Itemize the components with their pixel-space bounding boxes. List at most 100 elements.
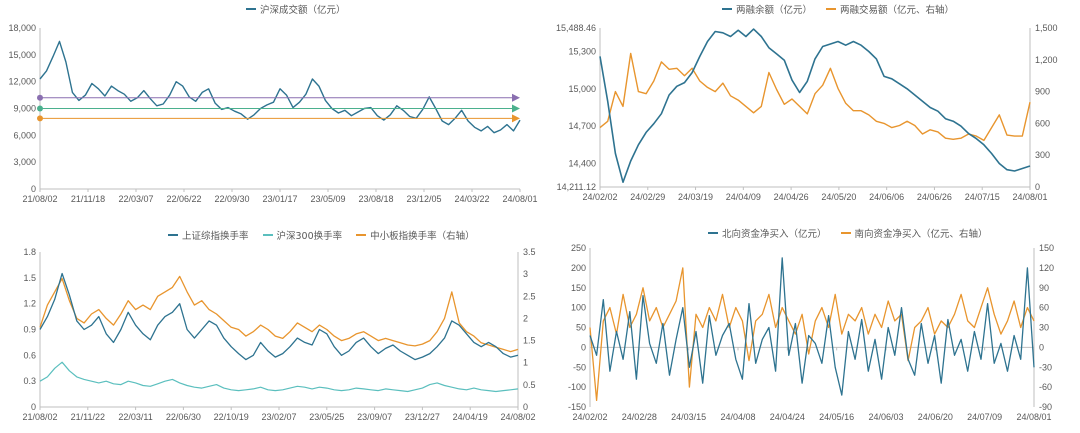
y-tick-label-right: 600 xyxy=(1035,118,1050,128)
x-tick-label: 24/04/24 xyxy=(770,412,805,422)
y-tick-label-left: -100 xyxy=(568,382,586,392)
y-tick-label-left: 14,211.12 xyxy=(557,182,596,192)
legend-item[interactable]: 沪深成交额（亿元） xyxy=(246,2,346,16)
x-tick-label: 23/02/07 xyxy=(261,412,296,422)
x-tick-label: 21/08/02 xyxy=(22,194,57,204)
series-line-sme-rate xyxy=(39,275,519,353)
reference-line-lower-dot xyxy=(37,115,43,122)
x-tick-label: 23/08/18 xyxy=(358,194,393,204)
margin-chart: 15,488.46 15,300 15,000 14,700 14,400 14,211.… xyxy=(556,23,1058,202)
y-tick-label-left: 1.5 xyxy=(23,273,36,283)
y-tick-label-left: 12,000 xyxy=(8,77,36,87)
legend-item[interactable]: 沪深300换手率 xyxy=(262,228,343,242)
x-tick-label: 24/07/09 xyxy=(967,412,1002,422)
x-tick-label: 24/04/09 xyxy=(726,192,761,202)
y-tick-label-left: 9,000 xyxy=(13,104,36,114)
x-tick-label: 24/08/01 xyxy=(1016,412,1051,422)
y-tick-label-right: 0.5 xyxy=(523,380,536,390)
legend-item[interactable]: 北向资金净买入（亿元） xyxy=(708,226,827,240)
x-tick-label: 23/09/07 xyxy=(357,412,392,422)
y-tick-label-right: 0 xyxy=(1035,182,1040,192)
y-tick-label-right: -30 xyxy=(1039,362,1052,372)
y-tick-label-left: 1.2 xyxy=(23,299,36,309)
legend-swatch xyxy=(168,234,178,236)
x-tick-label: 23/12/27 xyxy=(405,412,440,422)
y-tick-label-left: 15,000 xyxy=(8,50,36,60)
margin-chart-panel: 两融余额（亿元） 两融交易额（亿元、右轴） 15,488.46 15,300 15,… xyxy=(540,0,1080,214)
turnover-legend: 沪深成交额（亿元） xyxy=(246,2,346,16)
x-tick-label: 24/06/06 xyxy=(869,192,904,202)
x-tick-label: 23/12/05 xyxy=(406,194,441,204)
legend-label: 北向资金净买入（亿元） xyxy=(722,229,827,240)
turnover-rate-chart: 1.81.51.20.90.60.303.532.521.510.5021/08… xyxy=(22,247,536,422)
y-tick-label-left: 250 xyxy=(571,243,586,253)
legend-label: 沪深成交额（亿元） xyxy=(260,5,346,16)
x-tick-label: 24/02/02 xyxy=(582,192,617,202)
y-tick-label-right: 900 xyxy=(1035,87,1050,97)
y-tick-label-right: 150 xyxy=(1039,243,1054,253)
turnover-chart: 18,000 15,000 12,000 9,000 6,000 3,000 021/08/… xyxy=(8,23,537,204)
margin-legend: 两融余额（亿元） 两融交易额（亿元、右轴） xyxy=(722,2,954,16)
legend-label: 两融交易额（亿元、右轴） xyxy=(840,5,955,16)
x-tick-label: 21/08/02 xyxy=(22,412,57,422)
legend-item[interactable]: 上证综指换手率 xyxy=(168,228,249,242)
x-tick-label: 22/06/22 xyxy=(166,194,201,204)
legend-item[interactable]: 南向资金净买入（亿元、右轴） xyxy=(840,226,988,240)
series-line-southbound xyxy=(589,267,1035,402)
legend-swatch xyxy=(262,234,273,236)
series-line-northbound xyxy=(589,257,1035,396)
y-tick-label-right: 3.5 xyxy=(523,247,536,257)
x-tick-label: 24/08/01 xyxy=(502,194,537,204)
x-tick-label: 24/05/20 xyxy=(821,192,856,202)
x-tick-label: 21/11/22 xyxy=(71,412,105,422)
y-tick-label-left: 18,000 xyxy=(8,23,36,33)
legend-swatch xyxy=(826,8,837,10)
x-tick-label: 23/05/09 xyxy=(310,194,345,204)
y-tick-label-left: 6,000 xyxy=(13,130,36,140)
legend-label: 沪深300换手率 xyxy=(276,231,343,242)
series-line-margin-trading xyxy=(599,52,1031,142)
y-tick-label-right: -60 xyxy=(1039,382,1052,392)
x-tick-label: 24/03/19 xyxy=(678,192,713,202)
turnover-rate-legend: 上证综指换手率 沪深300换手率 中小板指换手率（右轴） xyxy=(168,228,475,242)
legend-label: 中小板指换手率（右轴） xyxy=(370,231,475,242)
legend-item[interactable]: 中小板指换手率（右轴） xyxy=(356,228,475,242)
legend-item[interactable]: 两融余额（亿元） xyxy=(722,2,812,16)
x-tick-label: 22/10/19 xyxy=(214,412,249,422)
turnover-chart-panel: 沪深成交额（亿元） 18,000 15,000 12,000 9,000 6,000 3,… xyxy=(0,0,540,214)
y-tick-label-left: 14,400 xyxy=(568,158,596,168)
x-tick-label: 24/06/03 xyxy=(868,412,903,422)
legend-item[interactable]: 两融交易额（亿元、右轴） xyxy=(826,2,954,16)
y-tick-label-right: 3 xyxy=(523,269,528,279)
y-tick-label-right: 60 xyxy=(1039,303,1049,313)
y-tick-label-right: 0 xyxy=(523,402,528,412)
northbound-chart-panel: 北向资金净买入（亿元） 南向资金净买入（亿元、右轴） 250 200 150 100 5… xyxy=(540,214,1080,428)
x-tick-label: 24/06/20 xyxy=(918,412,953,422)
reference-line-mid-dot xyxy=(37,105,43,112)
y-tick-label-right: 90 xyxy=(1039,283,1049,293)
y-tick-label-left: 0 xyxy=(31,402,36,412)
y-tick-label-right: 300 xyxy=(1035,150,1050,160)
legend-label: 南向资金净买入（亿元、右轴） xyxy=(854,229,988,240)
x-tick-label: 23/05/25 xyxy=(309,412,344,422)
x-tick-label: 22/09/30 xyxy=(214,194,249,204)
legend-swatch xyxy=(246,8,256,10)
y-tick-label-left: 15,000 xyxy=(568,84,596,94)
y-tick-label-left: 3,000 xyxy=(13,157,36,167)
legend-label: 上证综指换手率 xyxy=(182,231,249,242)
series-line-csi300-rate xyxy=(39,361,519,393)
reference-line-mid-arrow xyxy=(512,104,520,113)
x-tick-label: 24/04/26 xyxy=(774,192,809,202)
series-line-sse-rate xyxy=(39,272,519,361)
y-tick-label-left: 15,488.46 xyxy=(556,23,596,33)
northbound-legend: 北向资金净买入（亿元） 南向资金净买入（亿元、右轴） xyxy=(708,226,988,240)
legend-swatch xyxy=(708,232,718,234)
x-tick-label: 22/06/30 xyxy=(166,412,201,422)
reference-line-lower-arrow xyxy=(512,114,520,123)
x-tick-label: 24/03/22 xyxy=(454,194,489,204)
legend-swatch xyxy=(722,8,732,10)
x-tick-label: 23/01/17 xyxy=(262,194,297,204)
y-tick-label-left: 50 xyxy=(576,323,586,333)
y-tick-label-right: 120 xyxy=(1039,263,1054,273)
series-line-margin-balance xyxy=(599,28,1031,183)
